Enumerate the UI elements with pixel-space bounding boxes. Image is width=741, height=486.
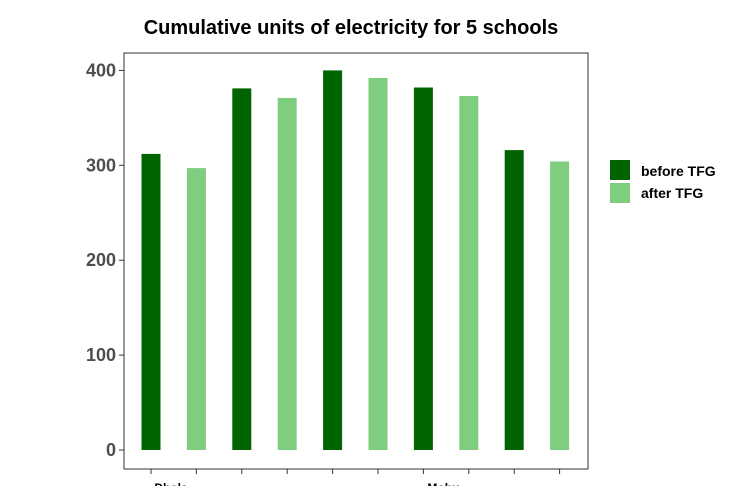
y-tick-label: 200	[86, 250, 116, 270]
y-axis: 0 100 200 300 400	[86, 60, 124, 460]
y-tick-label: 300	[86, 155, 116, 175]
bar-after-5	[550, 161, 570, 450]
legend-label-before-tfg: before TFG	[641, 163, 716, 179]
bar-after-2	[277, 97, 297, 451]
x-tick-label: Dhola	[154, 481, 188, 486]
bar-before-2	[232, 88, 252, 451]
bars	[141, 70, 570, 451]
bar-before-5	[504, 150, 524, 450]
chart-title: Cumulative units of electricity for 5 sc…	[144, 17, 559, 39]
legend-swatch-after-tfg	[610, 183, 630, 203]
bar-before-4	[413, 87, 433, 450]
legend-swatch-before-tfg	[610, 160, 630, 180]
y-tick-label: 0	[106, 440, 116, 460]
x-tick-label: Mohu	[427, 481, 459, 486]
legend-label-after-tfg: after TFG	[641, 185, 703, 201]
legend: before TFG after TFG	[610, 160, 716, 203]
bar-before-1	[141, 153, 161, 450]
y-tick-label: 100	[86, 345, 116, 365]
bar-after-4	[459, 96, 479, 450]
bar-before-3	[323, 70, 343, 451]
bar-after-1	[186, 168, 206, 450]
y-tick-label: 400	[86, 60, 116, 80]
x-axis: Dhola Mohu	[150, 469, 561, 486]
bar-after-3	[368, 78, 388, 450]
